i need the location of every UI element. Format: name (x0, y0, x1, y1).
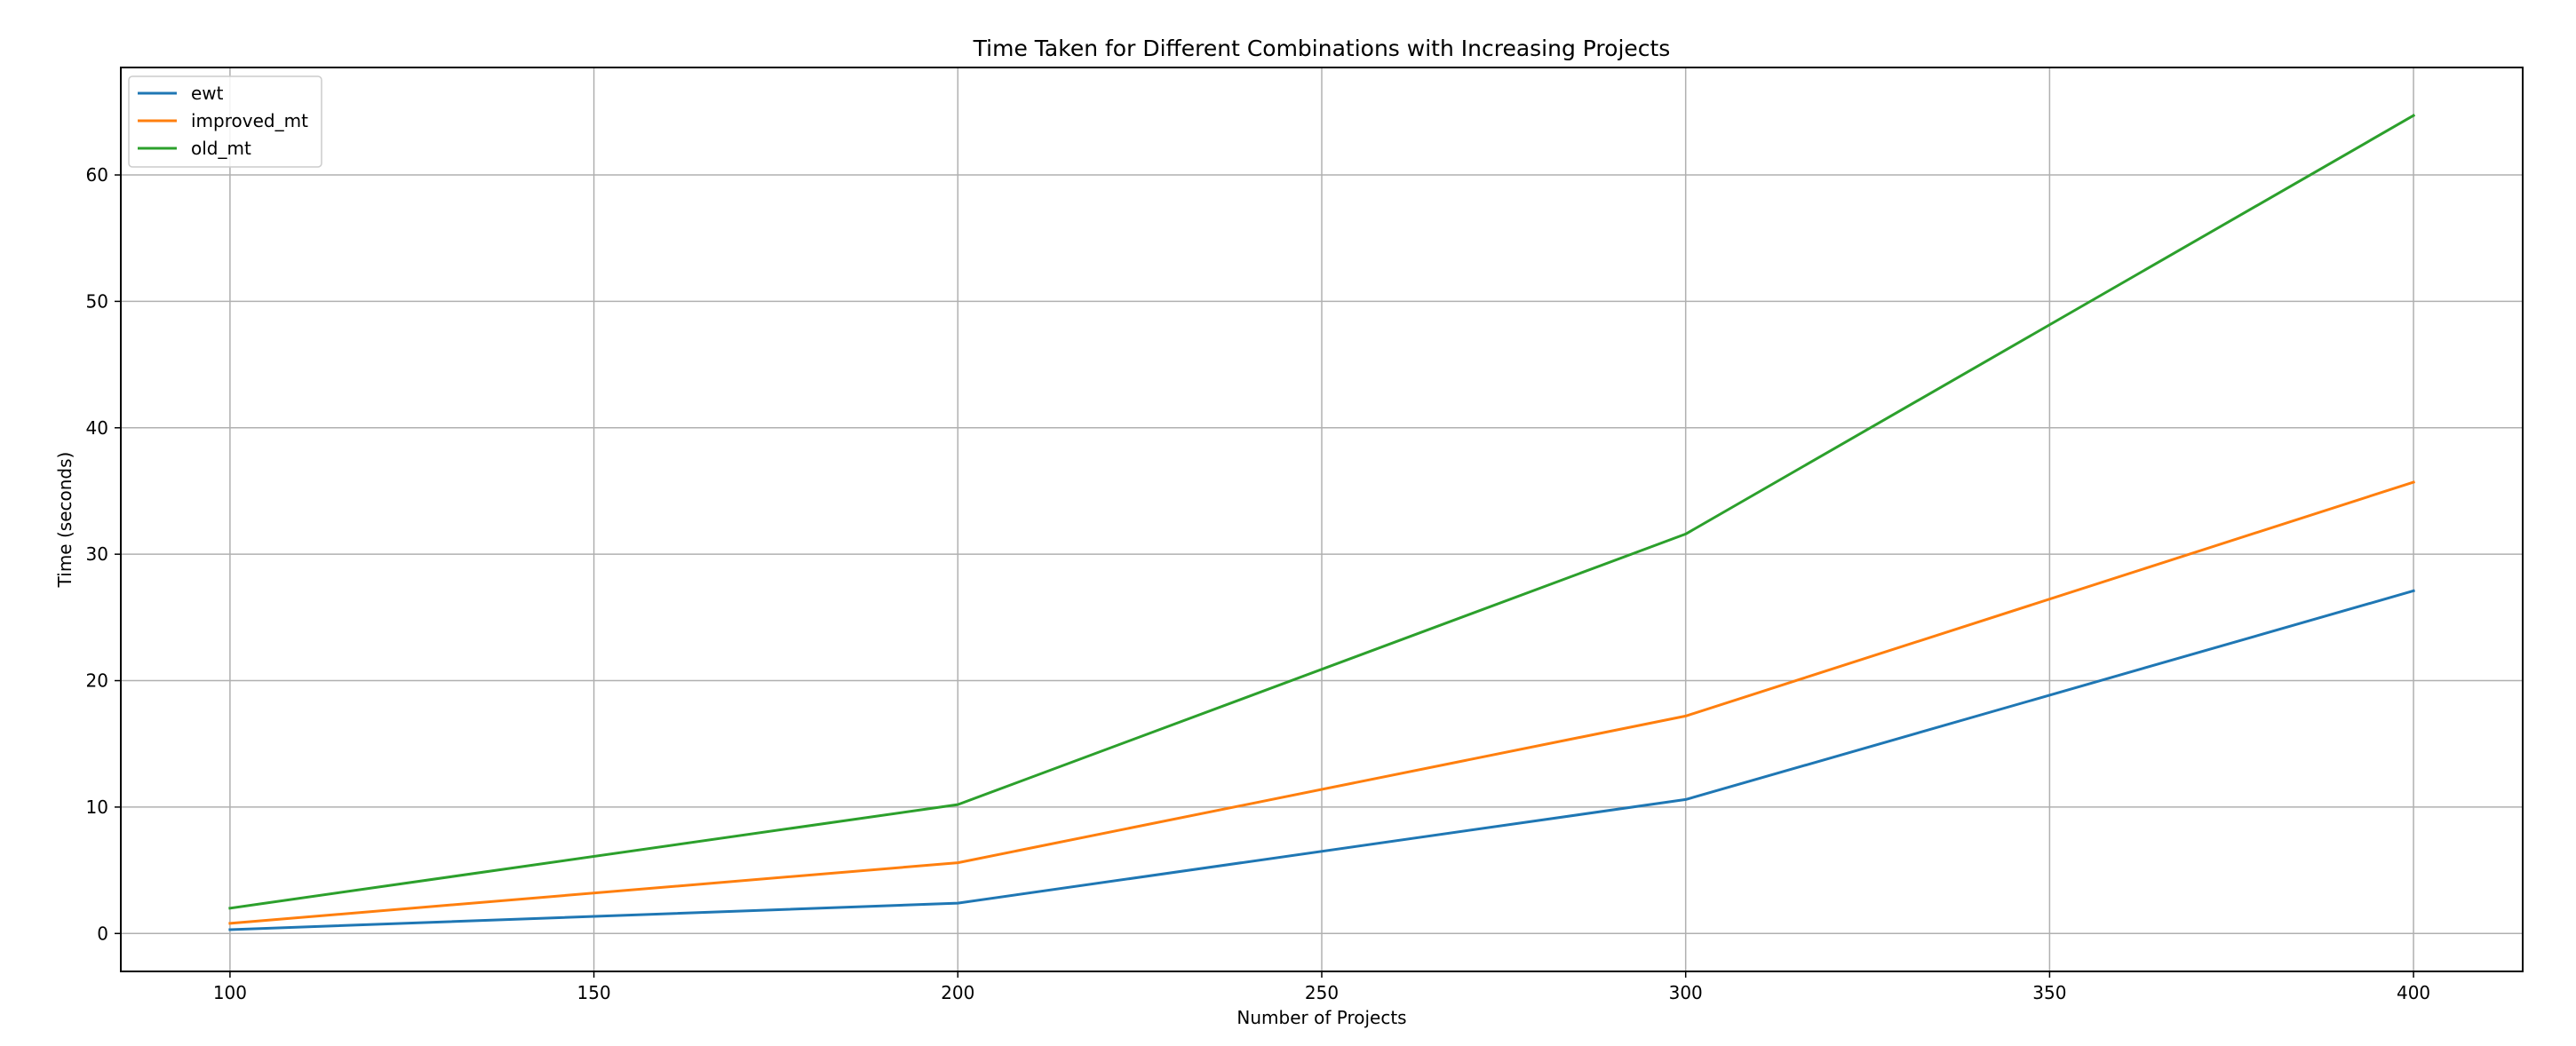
legend-box (128, 75, 322, 168)
x-tick-label: 300 (1669, 982, 1703, 1003)
y-tick-label: 10 (86, 796, 108, 818)
legend-label-old_mt: old_mt (191, 138, 251, 159)
legend-label-ewt: ewt (191, 83, 224, 104)
x-tick-label: 400 (2397, 982, 2430, 1003)
y-tick-label: 20 (86, 670, 108, 692)
x-tick-label: 150 (577, 982, 611, 1003)
y-tick-label: 40 (86, 417, 108, 439)
x-tick-label: 100 (213, 982, 247, 1003)
chart-title: Time Taken for Different Combinations wi… (973, 36, 1671, 61)
series-lines (228, 114, 2416, 931)
legend-label-improved_mt: improved_mt (191, 110, 308, 131)
y-tick-label: 30 (86, 543, 108, 565)
series-line-ewt (228, 589, 2415, 931)
y-axis-label: Time (seconds) (54, 452, 76, 589)
grid (121, 67, 2523, 971)
x-axis-label: Number of Projects (1236, 1007, 1406, 1028)
series-line-improved_mt (228, 480, 2415, 925)
x-axis-ticks: 100 150 200 250 300 350 400 (213, 971, 2430, 1003)
x-tick-label: 200 (941, 982, 974, 1003)
x-tick-label: 250 (1305, 982, 1339, 1003)
y-tick-label: 50 (86, 290, 108, 312)
y-tick-label: 0 (97, 923, 108, 944)
y-tick-label: 60 (86, 164, 108, 186)
x-tick-label: 350 (2032, 982, 2066, 1003)
legend: ewt improved_mt old_mt (128, 75, 322, 168)
series-line-old_mt (228, 114, 2416, 910)
y-axis-ticks: 0 10 20 30 40 50 60 (86, 164, 121, 944)
